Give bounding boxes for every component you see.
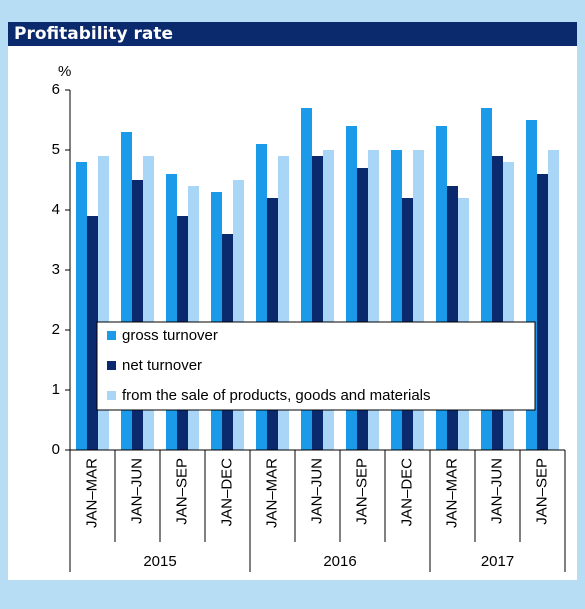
legend-swatch xyxy=(107,331,116,340)
bar xyxy=(132,180,143,450)
group-label: 2016 xyxy=(323,553,356,570)
bar xyxy=(166,174,177,450)
bar xyxy=(346,126,357,450)
y-axis-label: % xyxy=(58,63,71,80)
bar xyxy=(481,108,492,450)
bar xyxy=(492,156,503,450)
legend-swatch xyxy=(107,391,116,400)
legend-label: from the sale of products, goods and mat… xyxy=(122,387,431,404)
bar xyxy=(76,162,87,450)
y-tick-label: 2 xyxy=(52,321,60,338)
bar xyxy=(143,156,154,450)
x-tick-label: JAN–JUN xyxy=(128,458,145,524)
legend-box xyxy=(96,321,536,411)
bar xyxy=(368,150,379,450)
group-label: 2015 xyxy=(143,553,176,570)
bar xyxy=(503,162,514,450)
title-bar xyxy=(8,22,577,46)
bar xyxy=(548,150,559,450)
bar xyxy=(211,192,222,450)
y-tick-label: 0 xyxy=(52,441,60,458)
bar xyxy=(312,156,323,450)
x-tick-label: JAN–SEP xyxy=(353,458,370,525)
x-tick-label: JAN–MAR xyxy=(83,458,100,528)
y-tick-label: 3 xyxy=(52,261,60,278)
y-tick-label: 5 xyxy=(52,141,60,158)
bar xyxy=(188,186,199,450)
x-tick-label: JAN–SEP xyxy=(173,458,190,525)
bar xyxy=(87,216,98,450)
legend-label: gross turnover xyxy=(122,327,218,344)
bar xyxy=(233,180,244,450)
chart-title: Profitability rate xyxy=(14,24,173,44)
x-tick-label: JAN–DEC xyxy=(218,458,235,527)
bar xyxy=(121,132,132,450)
bar xyxy=(256,144,267,450)
bar xyxy=(413,150,424,450)
bar xyxy=(537,174,548,450)
bar xyxy=(323,150,334,450)
y-tick-label: 4 xyxy=(52,201,60,218)
x-tick-label: JAN–DEC xyxy=(398,458,415,527)
bar xyxy=(391,150,402,450)
y-tick-label: 1 xyxy=(52,381,60,398)
bar xyxy=(357,168,368,450)
x-tick-label: JAN–SEP xyxy=(533,458,550,525)
x-tick-label: JAN–MAR xyxy=(263,458,280,528)
bar xyxy=(526,120,537,450)
bar xyxy=(447,186,458,450)
bar xyxy=(278,156,289,450)
x-tick-label: JAN–JUN xyxy=(308,458,325,524)
legend-label: net turnover xyxy=(122,357,202,374)
group-label: 2017 xyxy=(481,553,514,570)
bar xyxy=(98,156,109,450)
legend-swatch xyxy=(107,361,116,370)
x-tick-label: JAN–MAR xyxy=(443,458,460,528)
bar xyxy=(301,108,312,450)
bar xyxy=(436,126,447,450)
x-tick-label: JAN–JUN xyxy=(488,458,505,524)
y-tick-label: 6 xyxy=(52,81,60,98)
